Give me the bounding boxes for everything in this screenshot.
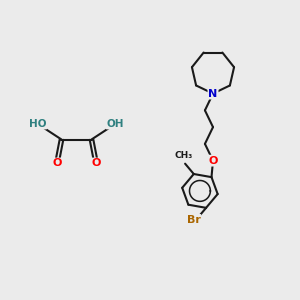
Text: O: O [52, 158, 62, 169]
Text: O: O [208, 156, 218, 166]
Text: N: N [208, 88, 217, 99]
Text: CH₃: CH₃ [175, 151, 193, 160]
Text: HO: HO [29, 118, 46, 129]
Text: Br: Br [187, 215, 200, 225]
Text: O: O [91, 158, 100, 169]
Text: OH: OH [107, 118, 124, 129]
